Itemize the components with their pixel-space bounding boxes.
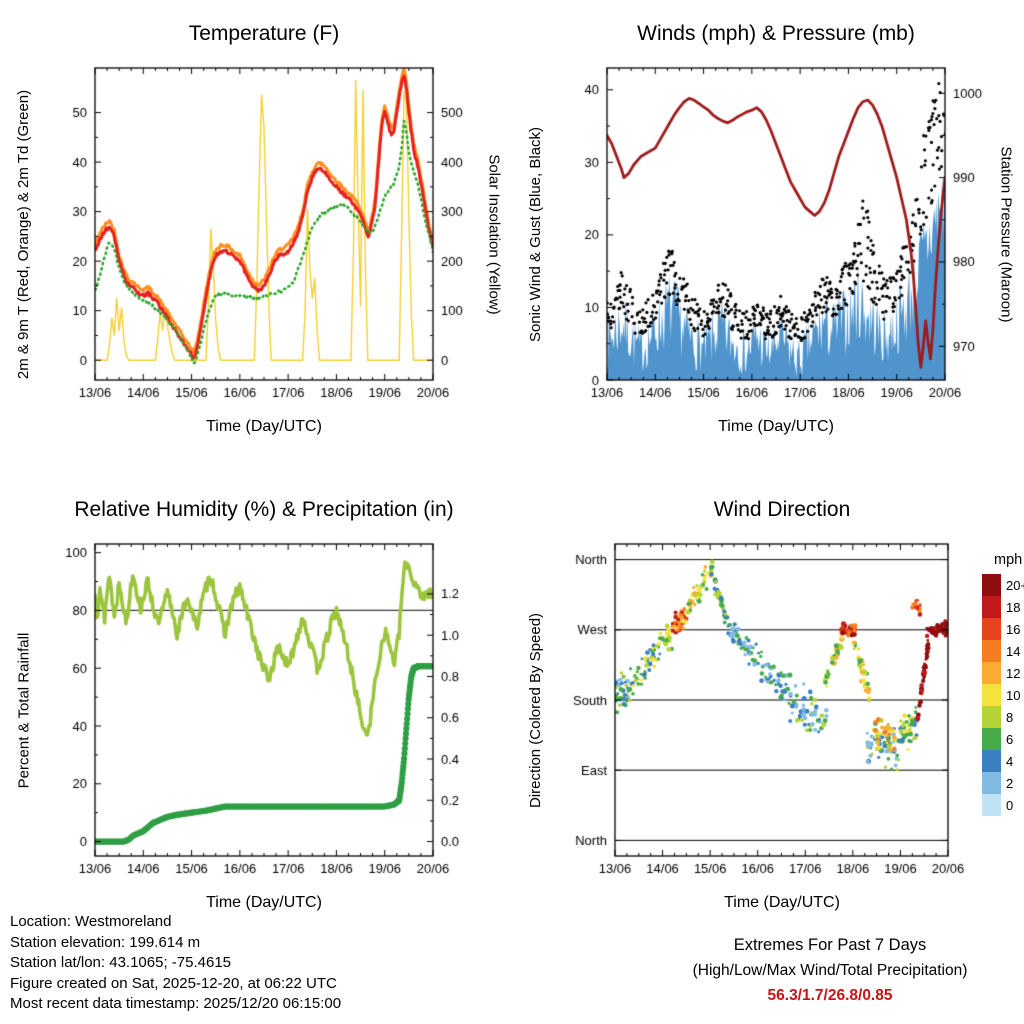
temperature-ylabel-right-wrap: Solar Insolation (Yellow): [478, 58, 510, 410]
wind-direction-plot-canvas: [560, 534, 972, 886]
temperature-xlabel: Time (Day/UTC): [206, 418, 322, 435]
winds-ylabel-left: Sonic Wind & Gust (Blue, Black): [527, 126, 545, 342]
legend-color-swatch: [982, 750, 1001, 772]
humidity-ylabel-left: Percent & Total Rainfall: [15, 632, 33, 788]
legend-color-swatch: [982, 662, 1001, 684]
station-latlon: Station lat/lon: 43.1065; -75.4615: [10, 954, 232, 971]
legend-color-swatch: [982, 640, 1001, 662]
humidity-precip-plot-canvas: [48, 534, 480, 886]
temperature-plot-canvas: [48, 58, 480, 410]
winds-pressure-chart: Winds (mph) & Pressure (mb) Sonic Wind &…: [512, 6, 1024, 476]
extremes-title: Extremes For Past 7 Days: [733, 936, 927, 954]
humidity-ylabel-left-wrap: Percent & Total Rainfall: [2, 534, 46, 886]
legend-row: 2: [982, 772, 1024, 794]
winds-xlabel: Time (Day/UTC): [718, 418, 834, 435]
wind-direction-ylabel-left: Direction (Colored By Speed): [527, 612, 545, 808]
temperature-ylabel-left: 2m & 9m T (Red, Orange) & 2m Td (Green): [15, 89, 33, 379]
temperature-chart: Temperature (F) 2m & 9m T (Red, Orange) …: [0, 6, 512, 476]
legend-row: 0: [982, 794, 1024, 816]
winds-ylabel-right: Station Pressure (Maroon): [997, 146, 1015, 322]
legend-color-swatch: [982, 706, 1001, 728]
legend-label: 20+: [1006, 577, 1024, 593]
legend-label: 2: [1006, 775, 1014, 791]
most-recent-data-timestamp: Most recent data timestamp: 2025/12/20 0…: [10, 995, 342, 1012]
legend-row: 18: [982, 596, 1024, 618]
legend-color-swatch: [982, 772, 1001, 794]
legend-row: 4: [982, 750, 1024, 772]
winds-pressure-plot-canvas: [560, 58, 992, 410]
winds-pressure-chart-title: Winds (mph) & Pressure (mb): [637, 22, 915, 45]
legend-label: 14: [1006, 643, 1021, 659]
legend-label: 18: [1006, 599, 1021, 615]
wind-speed-legend-title: mph: [994, 552, 1023, 568]
humidity-precip-chart-title: Relative Humidity (%) & Precipitation (i…: [74, 498, 454, 521]
legend-label: 10: [1006, 687, 1021, 703]
temperature-ylabel-right: Solar Insolation (Yellow): [485, 153, 503, 315]
legend-label: 12: [1006, 665, 1021, 681]
temperature-chart-title: Temperature (F): [188, 22, 340, 45]
extremes-subtitle: (High/Low/Max Wind/Total Precipitation): [692, 962, 968, 979]
temperature-ylabel-left-wrap: 2m & 9m T (Red, Orange) & 2m Td (Green): [2, 58, 46, 410]
legend-row: 14: [982, 640, 1024, 662]
wind-direction-xlabel: Time (Day/UTC): [724, 894, 840, 911]
wind-direction-ylabel-left-wrap: Direction (Colored By Speed): [514, 534, 558, 886]
legend-label: 16: [1006, 621, 1021, 637]
wind-direction-chart: Wind Direction Direction (Colored By Spe…: [512, 482, 1024, 952]
wind-direction-chart-title: Wind Direction: [713, 498, 851, 521]
legend-row: 6: [982, 728, 1024, 750]
wind-speed-legend: mph 20+ 18 16 14 12 10 8 6 4 2 0: [982, 552, 1024, 816]
legend-row: 16: [982, 618, 1024, 640]
legend-color-swatch: [982, 728, 1001, 750]
station-elevation: Station elevation: 199.614 m: [10, 933, 201, 951]
extremes-values: 56.3/1.7/26.8/0.85: [767, 987, 893, 1004]
legend-color-swatch: [982, 618, 1001, 640]
legend-label: 8: [1006, 709, 1014, 725]
legend-label: 6: [1006, 731, 1014, 747]
legend-color-swatch: [982, 574, 1001, 596]
legend-row: 20+: [982, 574, 1024, 596]
station-info: Location: Westmoreland Station elevation…: [10, 912, 341, 1015]
winds-ylabel-right-wrap: Station Pressure (Maroon): [990, 58, 1022, 410]
legend-color-swatch: [982, 794, 1001, 816]
station-location: Location: Westmoreland: [10, 913, 172, 930]
figure-created-timestamp: Figure created on Sat, 2025-12-20, at 06…: [10, 974, 337, 992]
legend-color-swatch: [982, 684, 1001, 706]
legend-row: 8: [982, 706, 1024, 728]
legend-row: 10: [982, 684, 1024, 706]
extremes-summary: Extremes For Past 7 Days (High/Low/Max W…: [618, 936, 1024, 1005]
legend-label: 4: [1006, 753, 1014, 769]
winds-ylabel-left-wrap: Sonic Wind & Gust (Blue, Black): [514, 58, 558, 410]
legend-label: 0: [1006, 797, 1014, 813]
wind-speed-legend-rows: 20+ 18 16 14 12 10 8 6 4 2 0: [982, 574, 1024, 816]
legend-row: 12: [982, 662, 1024, 684]
legend-color-swatch: [982, 596, 1001, 618]
humidity-precip-chart: Relative Humidity (%) & Precipitation (i…: [0, 482, 512, 952]
humidity-xlabel: Time (Day/UTC): [206, 894, 322, 911]
